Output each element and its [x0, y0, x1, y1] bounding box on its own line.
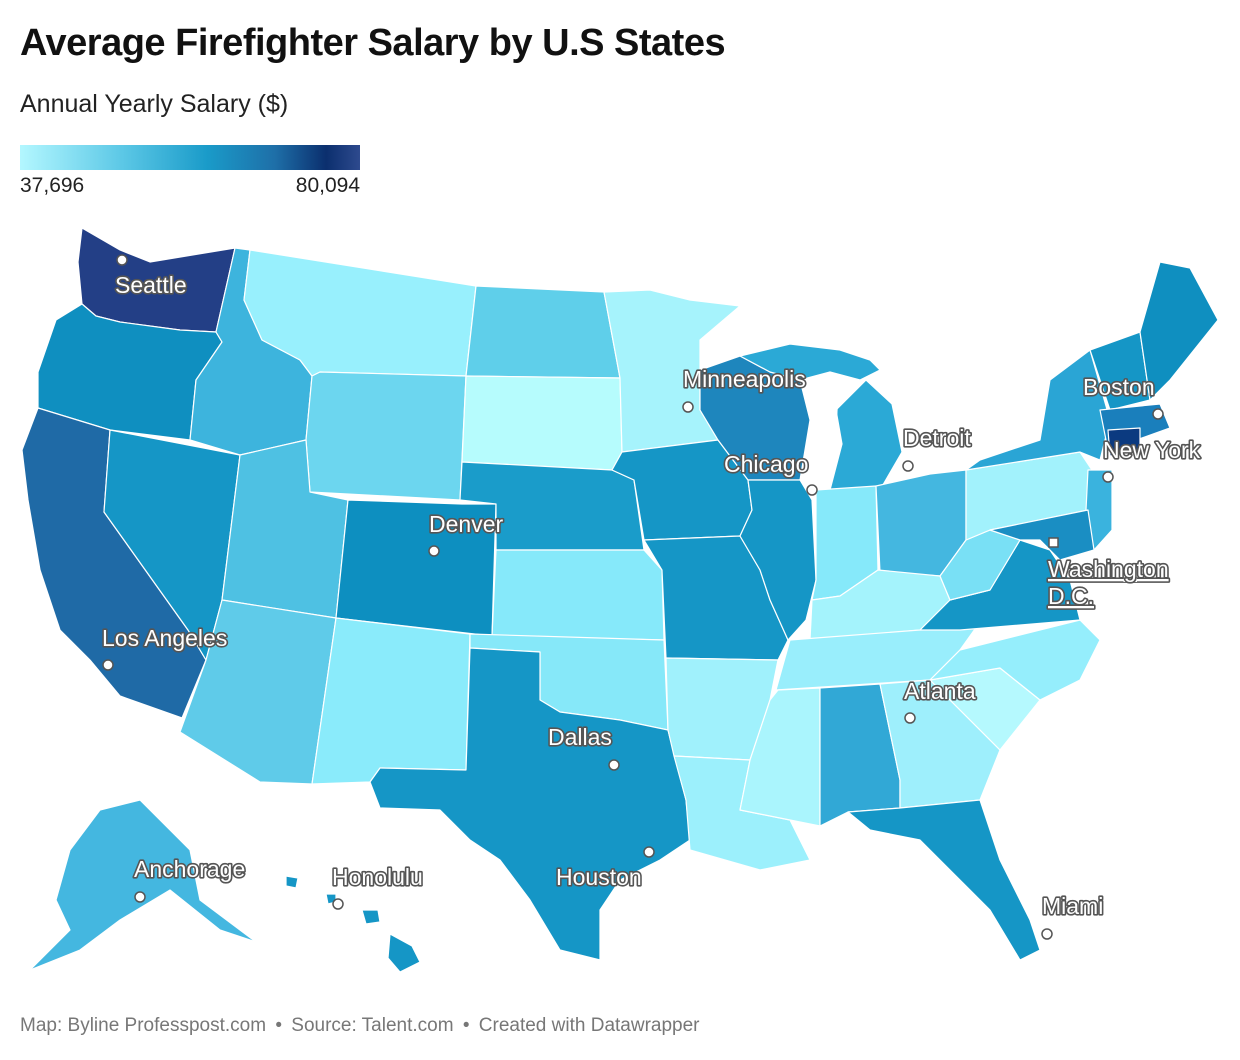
city-label: Denver — [429, 511, 503, 537]
state-texas[interactable] — [369, 647, 691, 961]
city-label: Atlanta — [904, 678, 976, 704]
city-dallas[interactable]: Dallas — [546, 722, 620, 771]
city-dot — [1152, 408, 1164, 420]
chart-title: Average Firefighter Salary by U.S States — [20, 22, 726, 64]
capital-marker — [1048, 537, 1059, 548]
city-dot — [134, 891, 146, 903]
city-new-york[interactable]: New York — [1101, 435, 1202, 483]
state-michigan[interactable] — [739, 343, 881, 381]
city-dot — [643, 846, 655, 858]
city-miami[interactable]: Miami — [1040, 891, 1105, 940]
city-dot — [332, 898, 344, 910]
city-washington-dc[interactable]: Washington D.C. — [1046, 537, 1170, 611]
state-south-dakota[interactable] — [461, 375, 623, 471]
state-north-dakota[interactable] — [465, 285, 621, 379]
city-dot — [806, 484, 818, 496]
legend-min-label: 37,696 — [20, 174, 85, 197]
city-label: Boston — [1083, 374, 1155, 400]
city-chicago[interactable]: Chicago — [722, 449, 818, 496]
city-honolulu[interactable]: Honolulu — [330, 862, 424, 910]
city-label: Minneapolis — [683, 366, 806, 392]
city-los-angeles[interactable]: Los Angeles — [100, 623, 229, 671]
state-north-carolina[interactable] — [929, 619, 1101, 701]
city-label: Seattle — [115, 272, 187, 298]
city-label: Houston — [556, 864, 642, 890]
city-label: Chicago — [724, 451, 808, 477]
state-new-mexico[interactable] — [311, 617, 471, 785]
state-wyoming[interactable] — [305, 371, 467, 501]
city-label: Miami — [1042, 893, 1103, 919]
color-legend-bar — [20, 145, 360, 170]
city-label: Anchorage — [134, 856, 245, 882]
map-credit: Map: Byline Professpost.com — [20, 1015, 267, 1036]
city-label: Dallas — [548, 724, 612, 750]
source-credit: Source: Talent.com — [291, 1015, 454, 1036]
city-label: Detroit — [903, 425, 971, 451]
city-label: Los Angeles — [102, 625, 227, 651]
city-anchorage[interactable]: Anchorage — [132, 854, 247, 903]
state-florida[interactable] — [847, 799, 1041, 961]
city-dot — [102, 659, 114, 671]
city-denver[interactable]: Denver — [427, 509, 505, 557]
footer: Map: Byline Professpost.com • Source: Ta… — [20, 1015, 704, 1037]
state-kansas[interactable] — [491, 549, 665, 641]
city-label-line2: D.C. — [1048, 583, 1094, 609]
city-label-line1: Washington — [1048, 556, 1169, 582]
city-seattle[interactable]: Seattle — [113, 254, 188, 300]
city-label: Honolulu — [332, 864, 423, 890]
state-new-york[interactable] — [965, 349, 1111, 471]
state-maryland[interactable] — [989, 509, 1095, 561]
state-new-jersey[interactable] — [1085, 469, 1113, 551]
city-dot — [608, 759, 620, 771]
city-dot — [904, 712, 916, 724]
city-dot — [116, 254, 128, 266]
state-hawaii-kauai[interactable] — [285, 875, 299, 889]
created-with: Created with Datawrapper — [478, 1015, 700, 1036]
city-label: New York — [1103, 437, 1201, 463]
city-boston[interactable]: Boston — [1081, 372, 1164, 420]
state-colorado[interactable] — [335, 499, 497, 637]
legend-subtitle: Annual Yearly Salary ($) — [20, 90, 289, 118]
state-michigan-lower[interactable] — [829, 379, 903, 491]
city-atlanta[interactable]: Atlanta — [902, 676, 977, 724]
city-dot — [1102, 471, 1114, 483]
city-dot — [682, 401, 694, 413]
city-dot — [1041, 928, 1053, 940]
city-detroit[interactable]: Detroit — [901, 423, 973, 472]
footer-separator: • — [275, 1015, 282, 1036]
state-alaska[interactable] — [29, 799, 257, 971]
state-maine[interactable] — [1139, 261, 1219, 401]
footer-separator: • — [462, 1015, 470, 1036]
city-dot — [902, 460, 914, 472]
legend-max-label: 80,094 — [295, 174, 360, 197]
city-houston[interactable]: Houston — [554, 846, 655, 892]
city-minneapolis[interactable]: Minneapolis — [681, 364, 807, 413]
state-hawaii-big[interactable] — [387, 933, 421, 973]
state-hawaii-maui[interactable] — [361, 909, 381, 925]
lake-michigan — [810, 382, 838, 480]
state-connecticut[interactable] — [1107, 427, 1141, 457]
city-dot — [428, 545, 440, 557]
